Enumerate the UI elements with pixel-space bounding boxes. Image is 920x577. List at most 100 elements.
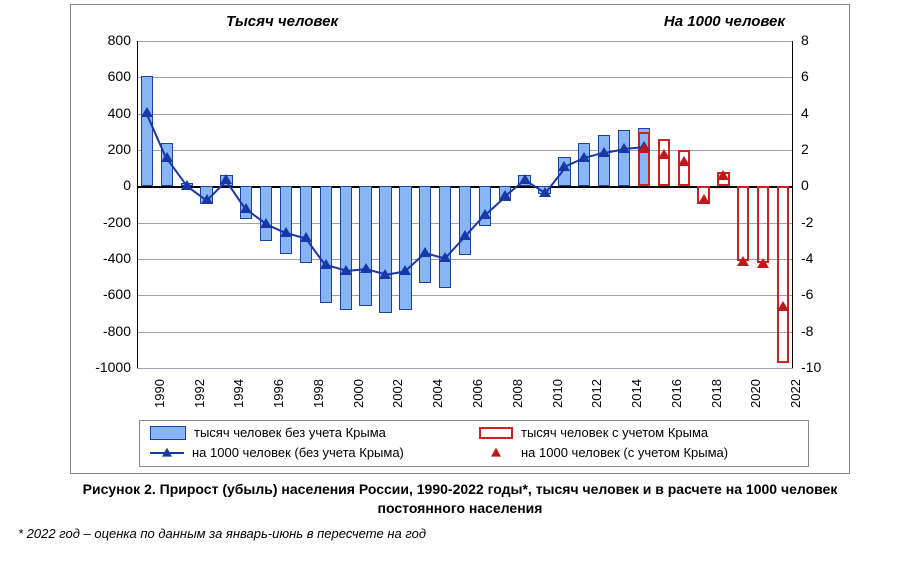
swatch-line-blue (150, 452, 184, 454)
x-tick-label: 2018 (709, 379, 724, 408)
bar-without-crimea (419, 186, 431, 282)
gridline (137, 150, 793, 151)
bar-without-crimea (379, 186, 391, 313)
marker-red-triangle (678, 156, 690, 166)
y2-tick-label: -10 (801, 359, 821, 375)
marker-red-triangle (757, 258, 769, 268)
marker-blue-triangle (539, 187, 551, 197)
marker-blue-triangle (379, 269, 391, 279)
x-tick-label: 2002 (390, 379, 405, 408)
legend-item-bars-with-crimea: тысяч человек с учетом Крыма (479, 425, 798, 440)
x-tick-label: 2014 (629, 379, 644, 408)
plot-area (137, 41, 793, 368)
y2-tick-label: 2 (801, 141, 809, 157)
marker-blue-triangle (260, 218, 272, 228)
bar-without-crimea (260, 186, 272, 241)
legend: тысяч человек без учета Крыма тысяч чело… (139, 420, 809, 467)
marker-blue-triangle (419, 247, 431, 257)
y1-tick-label: -600 (83, 286, 131, 302)
marker-blue-triangle (459, 230, 471, 240)
x-tick-label: 1996 (271, 379, 286, 408)
legend-label: тысяч человек с учетом Крыма (521, 425, 708, 440)
y2-tick-label: -2 (801, 214, 813, 230)
y2-tick-label: 0 (801, 177, 809, 193)
x-tick-label: 2006 (470, 379, 485, 408)
y2-axis-title: На 1000 человек (664, 13, 785, 30)
gridline (137, 259, 793, 260)
x-tick-label: 2008 (510, 379, 525, 408)
x-tick-label: 2022 (788, 379, 803, 408)
legend-label: тысяч человек без учета Крыма (194, 425, 386, 440)
y2-tick-label: 6 (801, 68, 809, 84)
y1-tick-label: -1000 (83, 359, 131, 375)
caption-line1: Рисунок 2. Прирост (убыль) населения Рос… (83, 481, 838, 497)
bar-without-crimea (359, 186, 371, 306)
legend-item-bars-without-crimea: тысяч человек без учета Крыма (150, 425, 469, 440)
marker-blue-triangle (578, 152, 590, 162)
marker-red-triangle (658, 149, 670, 159)
marker-blue-triangle (499, 190, 511, 200)
bar-with-crimea (757, 186, 769, 262)
swatch-tri-red (479, 447, 513, 459)
chart-frame: Тысяч человек На 1000 человек тысяч чело… (70, 4, 850, 474)
y1-tick-label: 200 (83, 141, 131, 157)
legend-label: на 1000 человек (без учета Крыма) (192, 445, 404, 460)
swatch-bar-fill (150, 426, 186, 440)
bar-with-crimea (737, 186, 749, 260)
marker-blue-triangle (439, 252, 451, 262)
y1-tick-label: 600 (83, 68, 131, 84)
legend-label: на 1000 человек (с учетом Крыма) (521, 445, 728, 460)
bar-without-crimea (399, 186, 411, 310)
marker-red-triangle (777, 301, 789, 311)
legend-item-points-with-crimea: на 1000 человек (с учетом Крыма) (479, 445, 798, 460)
y1-tick-label: 0 (83, 177, 131, 193)
marker-blue-triangle (201, 194, 213, 204)
bar-without-crimea (141, 76, 153, 187)
marker-blue-triangle (141, 107, 153, 117)
bar-without-crimea (320, 186, 332, 302)
bar-without-crimea (340, 186, 352, 310)
x-tick-label: 1992 (192, 379, 207, 408)
bar-without-crimea (578, 143, 590, 187)
y2-tick-label: -6 (801, 286, 813, 302)
gridline (137, 77, 793, 78)
marker-blue-triangle (360, 263, 372, 273)
y1-tick-label: -400 (83, 250, 131, 266)
y2-tick-label: 4 (801, 105, 809, 121)
marker-blue-triangle (181, 180, 193, 190)
marker-blue-triangle (340, 265, 352, 275)
y1-tick-label: -800 (83, 323, 131, 339)
legend-item-line-without-crimea: на 1000 человек (без учета Крыма) (150, 445, 469, 460)
marker-blue-triangle (519, 174, 531, 184)
marker-red-triangle (717, 170, 729, 180)
x-tick-label: 2000 (351, 379, 366, 408)
x-tick-label: 2010 (550, 379, 565, 408)
gridline (137, 332, 793, 333)
x-tick-label: 2012 (589, 379, 604, 408)
y2-tick-label: 8 (801, 32, 809, 48)
marker-blue-triangle (399, 265, 411, 275)
bar-without-crimea (618, 130, 630, 186)
marker-blue-triangle (618, 143, 630, 153)
marker-blue-triangle (558, 161, 570, 171)
figure-caption: Рисунок 2. Прирост (убыль) населения Рос… (20, 480, 900, 518)
bar-without-crimea (439, 186, 451, 288)
y1-tick-label: 400 (83, 105, 131, 121)
marker-blue-triangle (320, 259, 332, 269)
caption-line2: постоянного населения (378, 500, 543, 516)
y1-tick-label: 800 (83, 32, 131, 48)
bar-with-crimea (777, 186, 789, 362)
bar-without-crimea (280, 186, 292, 253)
marker-blue-triangle (240, 203, 252, 213)
marker-blue-triangle (300, 232, 312, 242)
marker-blue-triangle (598, 147, 610, 157)
y1-tick-label: -200 (83, 214, 131, 230)
bar-with-crimea (638, 132, 650, 187)
bar-without-crimea (300, 186, 312, 262)
marker-red-triangle (638, 143, 650, 153)
x-tick-label: 1990 (152, 379, 167, 408)
y2-tick-label: -8 (801, 323, 813, 339)
x-tick-label: 2016 (669, 379, 684, 408)
x-tick-label: 2004 (430, 379, 445, 408)
gridline (137, 295, 793, 296)
